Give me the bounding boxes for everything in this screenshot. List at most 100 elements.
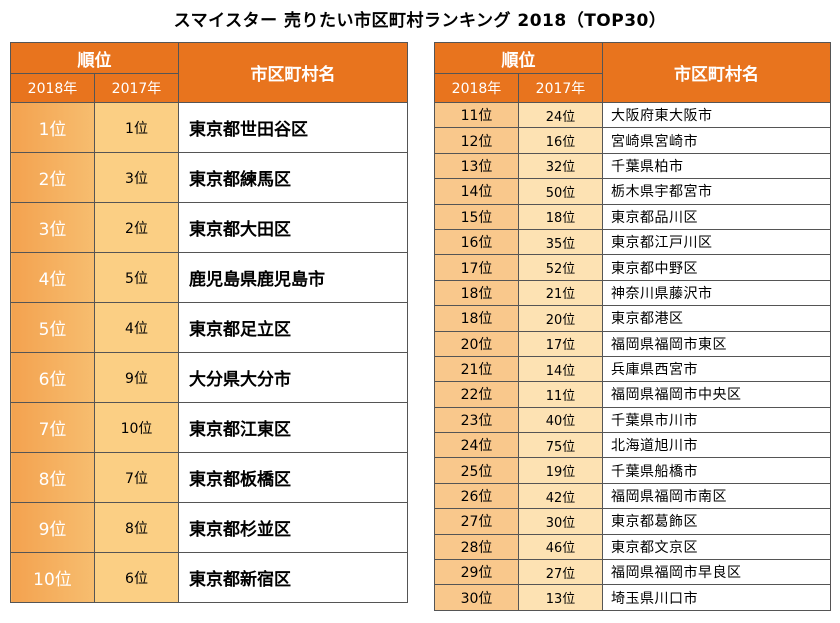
municipality-name: 東京都板橋区 <box>178 452 408 503</box>
rank-2017: 17位 <box>518 330 603 357</box>
table-row: 7位 10位 東京都江東区 <box>10 402 408 453</box>
table-row: 12位 16位 宮崎県宮崎市 <box>434 127 831 154</box>
rank-2018: 20位 <box>434 330 519 357</box>
rank-2017: 30位 <box>518 508 603 535</box>
rank-2018: 10位 <box>10 552 95 603</box>
rank-2017: 21位 <box>518 279 603 307</box>
year-2017-header: 2017年 <box>518 73 603 103</box>
rank-2017: 50位 <box>518 178 603 205</box>
table-row: 2位 3位 東京都練馬区 <box>10 152 408 203</box>
table-row: 26位 42位 福岡県福岡市南区 <box>434 482 831 510</box>
rank-2018: 18位 <box>434 279 519 307</box>
rank-2018: 5位 <box>10 302 95 353</box>
rank-header: 順位 <box>10 42 179 74</box>
name-header: 市区町村名 <box>602 42 831 103</box>
rank-2017: 6位 <box>94 552 179 603</box>
ranking-table-top10: 順位 市区町村名 2018年 2017年 1位 1位 東京都世田谷区 2位 3位 東京都練… <box>10 42 408 603</box>
rank-2017: 10位 <box>94 402 179 453</box>
rank-2017: 14位 <box>518 355 603 383</box>
rank-2017: 20位 <box>518 305 603 332</box>
rank-2017: 35位 <box>518 228 603 256</box>
table-row: 17位 52位 東京都中野区 <box>434 254 831 281</box>
rank-2018: 21位 <box>434 355 519 383</box>
table-row: 22位 11位 福岡県福岡市中央区 <box>434 381 831 408</box>
rank-2018: 15位 <box>434 203 519 230</box>
rank-2017: 7位 <box>94 452 179 503</box>
year-2018-header: 2018年 <box>434 73 519 103</box>
rank-2017: 40位 <box>518 406 603 434</box>
rank-2018: 16位 <box>434 228 519 256</box>
municipality-name: 神奈川県藤沢市 <box>602 279 831 307</box>
rank-2018: 7位 <box>10 402 95 453</box>
table-row: 24位 75位 北海道旭川市 <box>434 432 831 459</box>
table-row: 21位 14位 兵庫県西宮市 <box>434 355 831 383</box>
rank-2018: 8位 <box>10 452 95 503</box>
header-row: 順位 市区町村名 <box>10 42 408 103</box>
table-row: 18位 21位 神奈川県藤沢市 <box>434 279 831 307</box>
municipality-name: 東京都杉並区 <box>178 502 408 553</box>
rank-2017: 42位 <box>518 482 603 510</box>
page-title: スマイスター 売りたい市区町村ランキング 2018（TOP30） <box>173 11 667 31</box>
rank-2017: 9位 <box>94 352 179 403</box>
rank-2017: 4位 <box>94 302 179 353</box>
rank-2018: 17位 <box>434 254 519 281</box>
table-row: 18位 20位 東京都港区 <box>434 305 831 332</box>
municipality-name: 東京都中野区 <box>602 254 831 281</box>
rank-header: 順位 <box>434 42 603 74</box>
table-row: 13位 32位 千葉県柏市 <box>434 152 831 180</box>
table-row: 6位 9位 大分県大分市 <box>10 352 408 403</box>
rank-2017: 2位 <box>94 202 179 253</box>
rank-2017: 75位 <box>518 432 603 459</box>
municipality-name: 東京都港区 <box>602 305 831 332</box>
rank-2018: 1位 <box>10 102 95 153</box>
municipality-name: 千葉県柏市 <box>602 152 831 180</box>
rank-2017: 19位 <box>518 457 603 484</box>
rank-2017: 27位 <box>518 559 603 586</box>
rank-2017: 24位 <box>518 101 603 129</box>
rank-2017: 8位 <box>94 502 179 553</box>
table-row: 9位 8位 東京都杉並区 <box>10 502 408 553</box>
rank-2018: 26位 <box>434 482 519 510</box>
municipality-name: 東京都葛飾区 <box>602 508 831 535</box>
municipality-name: 東京都文京区 <box>602 533 831 561</box>
rank-2018: 14位 <box>434 178 519 205</box>
table-row: 11位 24位 大阪府東大阪市 <box>434 101 831 129</box>
municipality-name: 東京都品川区 <box>602 203 831 230</box>
rank-2017: 52位 <box>518 254 603 281</box>
municipality-name: 鹿児島県鹿児島市 <box>178 252 408 303</box>
header-row: 順位 市区町村名 <box>434 42 831 103</box>
municipality-name: 福岡県福岡市東区 <box>602 330 831 357</box>
municipality-name: 東京都江東区 <box>178 402 408 453</box>
municipality-name: 東京都新宿区 <box>178 552 408 603</box>
municipality-name: 北海道旭川市 <box>602 432 831 459</box>
rank-2017: 46位 <box>518 533 603 561</box>
table-row: 16位 35位 東京都江戸川区 <box>434 228 831 256</box>
municipality-name: 福岡県福岡市南区 <box>602 482 831 510</box>
table-row: 3位 2位 東京都大田区 <box>10 202 408 253</box>
rank-2017: 16位 <box>518 127 603 154</box>
table-row: 20位 17位 福岡県福岡市東区 <box>434 330 831 357</box>
rank-2018: 24位 <box>434 432 519 459</box>
rank-2018: 3位 <box>10 202 95 253</box>
table-row: 30位 13位 埼玉県川口市 <box>434 584 831 611</box>
rank-2018: 22位 <box>434 381 519 408</box>
rank-2018: 29位 <box>434 559 519 586</box>
rank-2018: 13位 <box>434 152 519 180</box>
rank-2017: 13位 <box>518 584 603 611</box>
rank-2017: 3位 <box>94 152 179 203</box>
rank-2017: 5位 <box>94 252 179 303</box>
municipality-name: 大分県大分市 <box>178 352 408 403</box>
municipality-name: 栃木県宇都宮市 <box>602 178 831 205</box>
subheader-row: 2018年 2017年 <box>10 73 408 103</box>
rank-2018: 9位 <box>10 502 95 553</box>
municipality-name: 兵庫県西宮市 <box>602 355 831 383</box>
rank-2018: 28位 <box>434 533 519 561</box>
municipality-name: 埼玉県川口市 <box>602 584 831 611</box>
rank-2018: 23位 <box>434 406 519 434</box>
table-row: 10位 6位 東京都新宿区 <box>10 552 408 603</box>
rank-2017: 11位 <box>518 381 603 408</box>
municipality-name: 福岡県福岡市早良区 <box>602 559 831 586</box>
table-row: 23位 40位 千葉県市川市 <box>434 406 831 434</box>
year-2018-header: 2018年 <box>10 73 95 103</box>
year-2017-header: 2017年 <box>94 73 179 103</box>
